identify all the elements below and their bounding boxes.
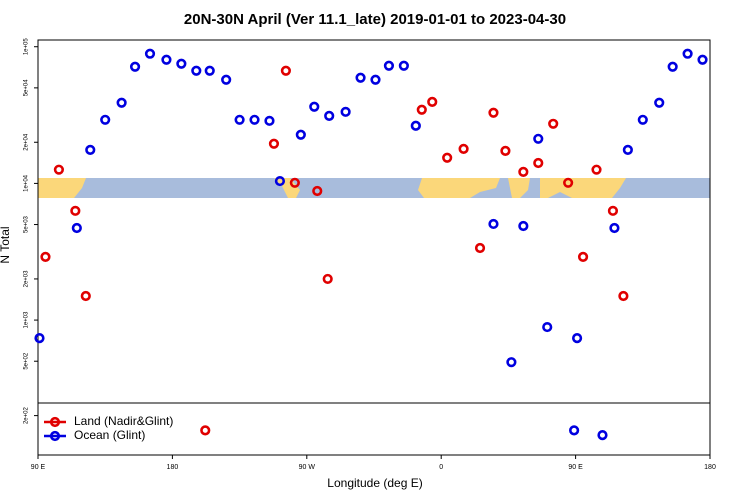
point — [548, 118, 559, 129]
point — [410, 120, 421, 131]
x-tick-label: 90 W — [299, 464, 316, 471]
point — [70, 205, 81, 216]
chart-title: 20N-30N April (Ver 11.1_late) 2019-01-01… — [184, 11, 566, 28]
point — [533, 133, 544, 144]
point — [370, 74, 381, 85]
y-tick-label: 1e+04 — [24, 174, 30, 192]
point — [563, 177, 574, 188]
y-tick-label: 5e+02 — [24, 352, 30, 370]
point — [249, 114, 260, 125]
point — [682, 48, 693, 59]
point — [191, 65, 202, 76]
point — [542, 321, 553, 333]
point — [577, 251, 589, 262]
point — [80, 290, 91, 302]
y-tick-label: 5e+03 — [24, 215, 30, 233]
point — [264, 115, 275, 126]
y-tick-label: 1e+05 — [24, 38, 30, 56]
point — [161, 54, 172, 65]
point — [176, 58, 187, 69]
point — [458, 143, 469, 154]
x-tick-label: 0 — [439, 464, 443, 471]
y-tick-label: 1e+03 — [24, 311, 30, 329]
y-tick-label: 2e+03 — [24, 270, 30, 288]
point — [591, 164, 602, 175]
point — [442, 152, 453, 163]
x-tick-label: 90 E — [568, 464, 583, 471]
point — [637, 114, 648, 125]
point — [234, 114, 245, 125]
point — [506, 357, 517, 368]
point — [416, 104, 427, 115]
map-strip — [38, 178, 710, 198]
point — [488, 218, 499, 230]
point — [597, 430, 608, 441]
point — [268, 138, 280, 149]
point — [53, 164, 65, 175]
point — [618, 290, 629, 302]
point — [34, 333, 45, 344]
point — [129, 61, 141, 72]
y-tick-label: 5e+04 — [24, 79, 30, 97]
point — [488, 107, 499, 118]
point — [571, 333, 583, 344]
legend-marker — [49, 416, 61, 428]
y-axis-label: N Total — [0, 226, 12, 263]
point — [144, 48, 156, 59]
point — [289, 177, 300, 188]
point — [204, 65, 215, 76]
point — [518, 166, 529, 177]
point — [340, 106, 351, 117]
point — [280, 65, 291, 76]
point — [607, 205, 619, 216]
point — [622, 144, 633, 155]
x-axis-label: Longitude (deg E) — [327, 476, 422, 490]
point — [221, 74, 232, 85]
point — [85, 144, 96, 155]
point — [71, 222, 82, 234]
point — [569, 425, 580, 436]
point — [474, 242, 486, 254]
point — [324, 110, 335, 121]
plot-frame — [37, 39, 711, 456]
point — [654, 97, 665, 108]
point — [500, 145, 511, 156]
point — [518, 220, 529, 232]
point — [312, 185, 323, 197]
point — [355, 72, 366, 83]
legend-label: Ocean (Glint) — [74, 428, 145, 442]
point — [274, 175, 286, 187]
point — [697, 54, 708, 65]
point — [295, 129, 306, 140]
point — [200, 425, 211, 436]
x-tick-label: 90 E — [31, 464, 46, 471]
point — [427, 96, 438, 107]
point — [533, 157, 544, 169]
point — [322, 273, 333, 285]
point — [667, 61, 678, 72]
point — [309, 101, 320, 112]
point — [100, 114, 111, 125]
point — [609, 222, 620, 234]
point — [116, 97, 127, 108]
y-tick-label: 2e+02 — [24, 407, 30, 425]
point — [398, 60, 409, 71]
point — [383, 60, 395, 71]
legend-marker — [49, 430, 61, 442]
legend-label: Land (Nadir&Glint) — [74, 414, 173, 428]
x-tick-label: 180 — [704, 464, 716, 471]
point — [40, 251, 51, 262]
y-tick-label: 2e+04 — [24, 133, 30, 151]
x-tick-label: 180 — [167, 464, 179, 471]
